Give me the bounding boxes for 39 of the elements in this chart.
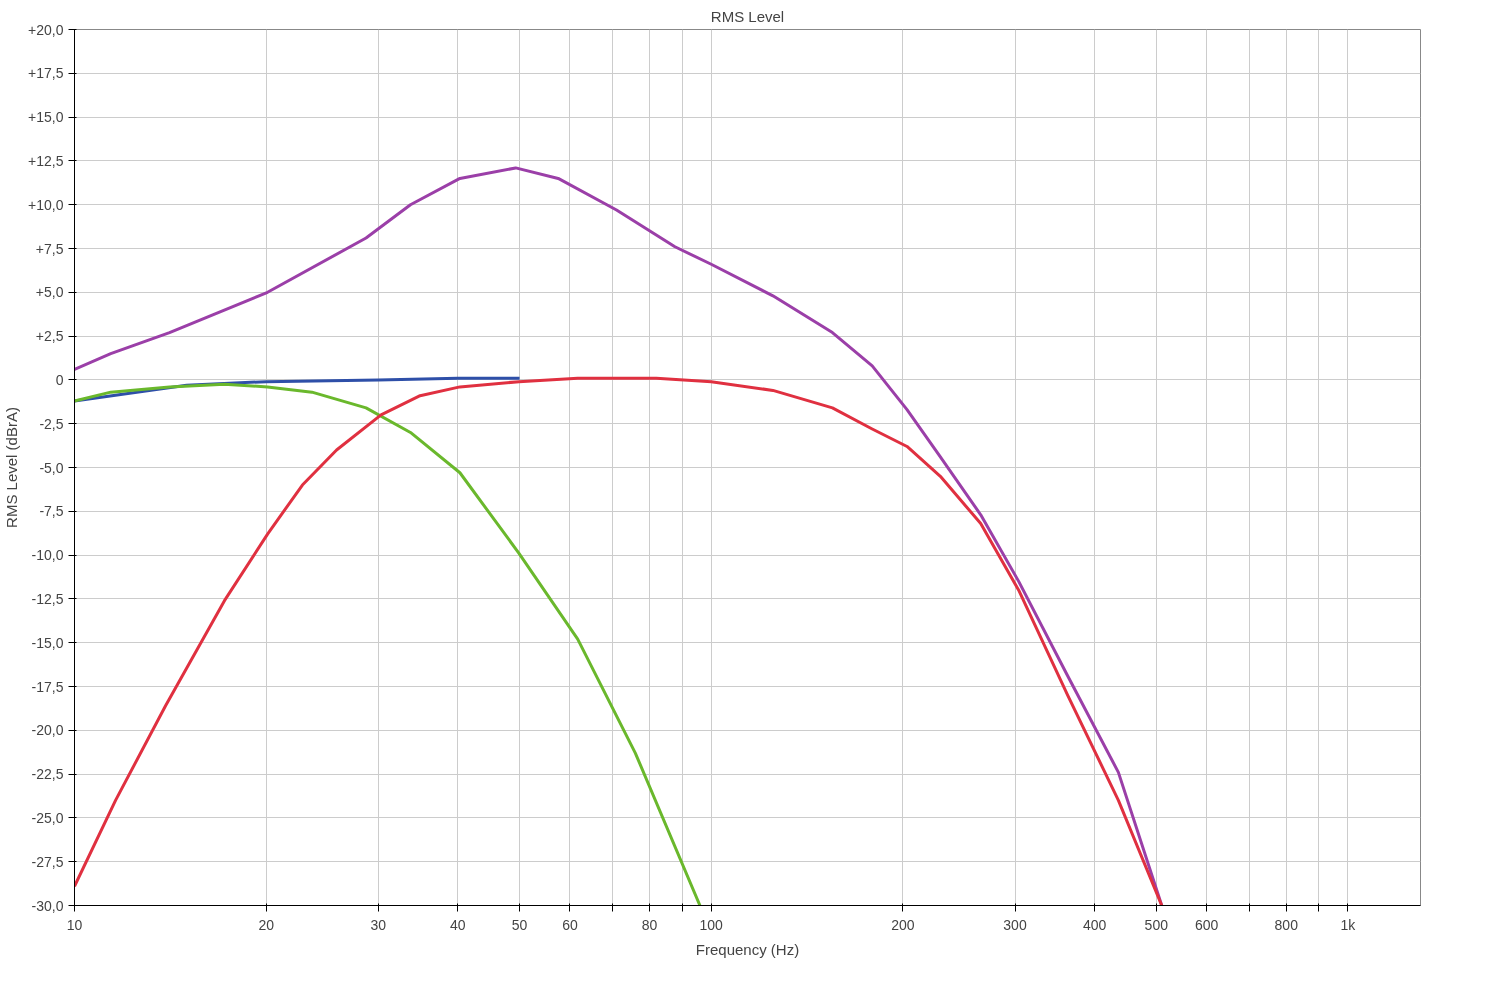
y-tick-label: -30,0 xyxy=(31,897,64,914)
y-tick-label: +7,5 xyxy=(35,240,64,257)
x-tick-label: 60 xyxy=(562,916,578,933)
x-tick-label: 1k xyxy=(1340,916,1357,933)
y-tick-label: -20,0 xyxy=(31,722,64,739)
y-tick-label: -7,5 xyxy=(39,503,64,520)
y-tick-label: -25,0 xyxy=(31,809,64,826)
y-tick-label: +17,5 xyxy=(28,65,64,82)
y-axis-title: RMS Level (dBrA) xyxy=(3,407,21,528)
x-tick-label: 300 xyxy=(1003,916,1027,933)
y-tick-label: +20,0 xyxy=(28,21,64,38)
x-tick-label: 80 xyxy=(641,916,658,933)
y-tick-label: -10,0 xyxy=(31,547,64,564)
x-tick-label: 200 xyxy=(891,916,915,933)
y-tick-label: +10,0 xyxy=(28,196,64,213)
x-tick-label: 40 xyxy=(450,916,466,933)
x-tick-label: 600 xyxy=(1195,916,1219,933)
x-tick-label: 30 xyxy=(370,916,387,933)
y-tick-label: +2,5 xyxy=(35,328,64,345)
y-tick-label: -15,0 xyxy=(31,634,64,651)
x-axis-title: Frequency (Hz) xyxy=(695,940,800,958)
x-tick-label: 100 xyxy=(699,916,724,933)
x-tick-label: 800 xyxy=(1274,916,1299,933)
y-tick-label: -12,5 xyxy=(31,590,64,607)
y-tick-label: +12,5 xyxy=(28,152,64,169)
y-tick-label: +15,0 xyxy=(28,109,64,126)
x-tick-label: 400 xyxy=(1082,916,1107,933)
x-tick-label: 500 xyxy=(1144,916,1169,933)
y-tick-label: -27,5 xyxy=(31,853,64,870)
x-tick-label: 50 xyxy=(511,916,528,933)
y-tick-label: -22,5 xyxy=(31,766,64,783)
y-tick-label: +5,0 xyxy=(35,284,64,301)
y-tick-label: 0 xyxy=(55,371,64,388)
y-tick-label: -5,0 xyxy=(39,459,64,476)
y-tick-label: -17,5 xyxy=(31,678,64,695)
y-tick-label: -2,5 xyxy=(39,415,64,432)
chart-title: RMS Level xyxy=(710,7,785,25)
x-tick-label: 20 xyxy=(258,916,275,933)
x-tick-label: 10 xyxy=(66,916,83,933)
